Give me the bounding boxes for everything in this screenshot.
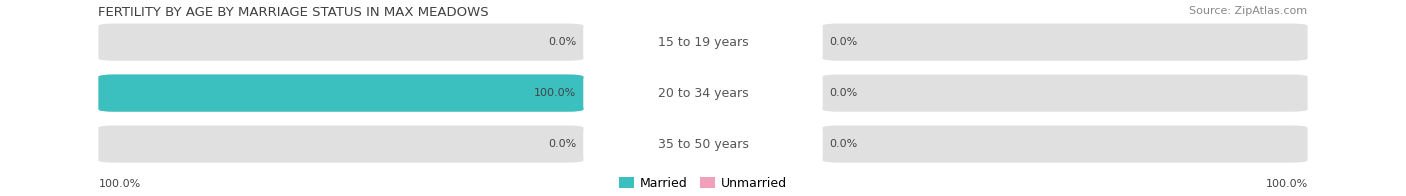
FancyBboxPatch shape (583, 127, 823, 161)
Text: 100.0%: 100.0% (98, 179, 141, 189)
Legend: Married, Unmarried: Married, Unmarried (619, 177, 787, 190)
Text: 35 to 50 years: 35 to 50 years (658, 138, 748, 151)
Text: 0.0%: 0.0% (548, 37, 576, 47)
FancyBboxPatch shape (98, 125, 583, 163)
FancyBboxPatch shape (98, 24, 583, 61)
Text: 100.0%: 100.0% (1265, 179, 1308, 189)
FancyBboxPatch shape (823, 125, 1308, 163)
Text: 15 to 19 years: 15 to 19 years (658, 36, 748, 49)
Text: FERTILITY BY AGE BY MARRIAGE STATUS IN MAX MEADOWS: FERTILITY BY AGE BY MARRIAGE STATUS IN M… (98, 6, 489, 19)
Text: 20 to 34 years: 20 to 34 years (658, 87, 748, 100)
FancyBboxPatch shape (823, 74, 1308, 112)
FancyBboxPatch shape (583, 25, 823, 59)
FancyBboxPatch shape (823, 24, 1308, 61)
FancyBboxPatch shape (583, 76, 823, 110)
Text: 0.0%: 0.0% (830, 139, 858, 149)
Text: 100.0%: 100.0% (534, 88, 576, 98)
Text: 0.0%: 0.0% (548, 139, 576, 149)
Text: Source: ZipAtlas.com: Source: ZipAtlas.com (1189, 6, 1308, 16)
FancyBboxPatch shape (98, 74, 583, 112)
Text: 0.0%: 0.0% (830, 37, 858, 47)
FancyBboxPatch shape (98, 74, 583, 112)
Text: 0.0%: 0.0% (830, 88, 858, 98)
